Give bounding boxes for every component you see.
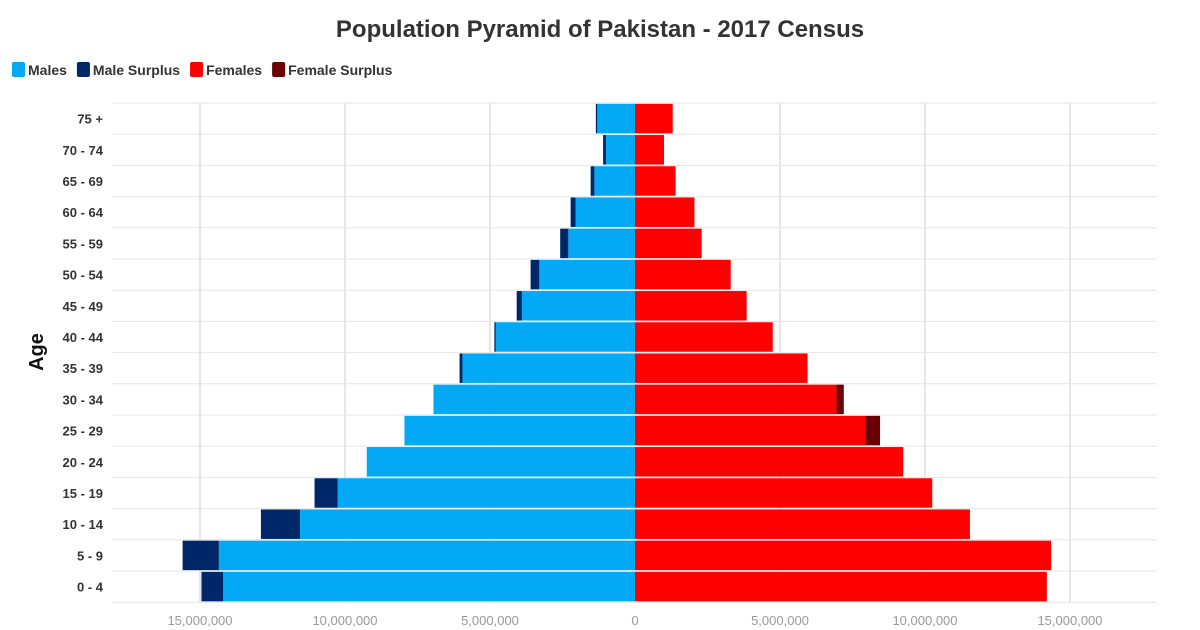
bar-males [495,322,635,352]
age-group-label: 50 - 54 [63,268,104,283]
age-group-label: 35 - 39 [63,361,103,376]
age-group-label: 15 - 19 [63,486,103,501]
age-group-label: 5 - 9 [77,548,103,563]
bar-males [366,447,635,477]
bar-male-surplus [595,103,598,134]
age-group-label: 25 - 29 [63,424,103,439]
bar-males [218,540,635,571]
age-group-label: 45 - 49 [63,299,103,314]
bar-males [521,291,635,321]
x-tick-label: 5,000,000 [751,613,809,628]
bar-male-surplus [603,135,606,165]
x-tick-label: 15,000,000 [167,613,232,628]
bar-females [635,197,695,227]
x-tick-label: 15,000,000 [1037,613,1102,628]
age-group-label: 0 - 4 [77,580,104,595]
bar-males [594,166,635,196]
bar-males [462,353,635,383]
age-group-label: 75 + [77,112,103,127]
bar-females [635,166,676,196]
legend-swatch-female-surplus [272,62,286,77]
bar-males [337,478,635,508]
age-group-label: 30 - 34 [63,392,104,407]
bar-males [300,509,635,539]
y-axis-label: Age [26,333,48,371]
bar-females [635,291,747,321]
x-tick-label: 0 [631,613,638,628]
bar-male-surplus [201,571,224,602]
bar-male-surplus [570,197,576,227]
bar-males [433,384,635,415]
bar-males [606,135,635,165]
bar-females [635,540,1052,571]
bar-male-surplus [459,353,463,383]
legend-label-male-surplus: Male Surplus [93,62,180,78]
legend-swatch-males [12,62,25,77]
age-group-label: 55 - 59 [63,236,103,251]
x-axis-tick-labels: 15,000,000 10,000,000 5,000,000 0 5,000,000 1… [167,613,1102,628]
age-group-label: 10 - 14 [63,517,104,532]
bar-females [635,509,970,539]
bar-male-surplus [516,291,522,321]
legend-label-males: Males [28,62,67,78]
bar-males [575,197,635,227]
bar-females [635,228,702,259]
bar-females [635,103,673,134]
legend-label-female-surplus: Female Surplus [288,62,392,78]
legend-swatch-male-surplus [76,62,90,77]
bar-male-surplus [530,259,540,290]
bar-male-surplus [590,166,595,196]
gridlines [112,102,1157,603]
bar-males [539,259,635,290]
bar-male-surplus [494,322,496,352]
age-group-label: 20 - 24 [63,455,104,470]
bar-females [635,415,866,446]
bar-female-surplus [836,384,844,415]
bar-females [635,353,808,383]
bar-males [404,415,635,446]
bar-female-surplus [865,415,881,446]
age-group-label: 65 - 69 [63,174,103,189]
bar-females [635,447,904,477]
legend: Males Male Surplus Females Female Surplus [12,62,393,78]
x-tick-label: 10,000,000 [312,613,377,628]
bar-females [635,135,664,165]
bar-females [635,478,933,508]
age-group-label: 60 - 64 [63,205,104,220]
bar-male-surplus [314,478,338,508]
chart-title: Population Pyramid of Pakistan - 2017 Ce… [336,16,864,43]
bar-male-surplus [560,228,569,259]
bar-females [635,322,773,352]
bar-male-surplus [182,540,219,571]
bar-males [568,228,635,259]
x-tick-label: 5,000,000 [461,613,519,628]
bar-male-surplus [260,509,301,539]
legend-label-females: Females [206,62,262,78]
bars [182,103,1052,602]
age-group-labels: 0 - 4 5 - 9 10 - 14 15 - 19 20 - 24 25 - 29 30… [63,112,104,595]
legend-swatch-females [190,62,204,77]
age-group-label: 40 - 44 [63,330,104,345]
age-group-label: 70 - 74 [63,143,104,158]
bar-females [635,571,1047,602]
bar-males [597,103,635,134]
bar-females [635,384,837,415]
bar-males [223,571,635,602]
x-tick-label: 10,000,000 [892,613,957,628]
bar-females [635,259,731,290]
